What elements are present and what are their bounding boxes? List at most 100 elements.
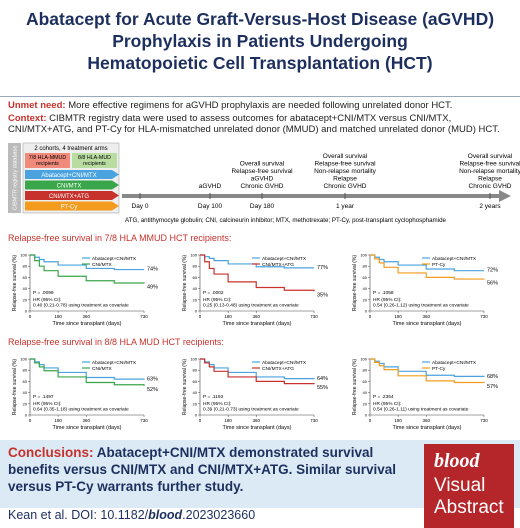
x-tick-label: 360 — [252, 314, 260, 319]
legend-label: CNI/MTX+ATG — [262, 366, 294, 372]
p-value: P = .0099 — [33, 290, 54, 296]
outcome: Overall survival — [468, 153, 513, 160]
y-tick-label: 40 — [193, 286, 198, 291]
y-tick-label: 20 — [23, 297, 28, 302]
y-tick-label: 100 — [20, 253, 27, 258]
y-tick-label: 80 — [363, 264, 368, 269]
legend-label: Abatacept+CNI/MTX — [262, 360, 307, 366]
hazard-ratio: 0.64 (0.35-1.18) using treatment as cova… — [33, 407, 129, 413]
hazard-ratio: HR (95% CI): — [33, 297, 62, 303]
p-value: P = .1058 — [373, 290, 394, 296]
y-tick-label: 0 — [195, 413, 198, 418]
x-tick-label: 730 — [140, 314, 148, 319]
arm-bar — [25, 180, 119, 190]
legend-label: PT-Cy — [432, 262, 446, 268]
divider — [0, 96, 520, 97]
y-tick-label: 40 — [23, 286, 28, 291]
arm-bar — [25, 191, 119, 200]
legend-label: CNI/MTX — [92, 366, 113, 372]
p-value: P = .1193 — [203, 394, 224, 400]
hazard-ratio: 0.25 (0.13-0.48) using treatment as cova… — [203, 303, 299, 309]
outcome: Overall survival — [240, 161, 285, 168]
title-line: Prophylaxis in Patients Undergoing — [112, 31, 408, 51]
x-tick-label: 360 — [252, 418, 260, 423]
line: Abstract — [434, 497, 504, 518]
arm-label: CNI/MTX — [57, 183, 82, 189]
label: Conclusions: — [8, 445, 94, 460]
group-label: recipients — [83, 161, 106, 167]
x-tick-label: 360 — [422, 418, 430, 423]
legend-label: Abatacept+CNI/MTX — [262, 256, 307, 262]
timeline-label: Day 100 — [198, 203, 223, 210]
outcome: Relapse-free survival — [314, 161, 376, 168]
y-axis-label: Relapse-free survival (%) — [352, 359, 358, 415]
x-axis-label: Time since transplant (days) — [53, 321, 122, 327]
km-curve — [30, 254, 145, 284]
hazard-ratio: 0.54 (0.26-1.12) using treatment as cova… — [373, 303, 469, 309]
y-tick-label: 80 — [363, 368, 368, 373]
x-tick-label: 0 — [199, 314, 202, 319]
y-tick-label: 80 — [193, 368, 198, 373]
line: Visual — [434, 475, 486, 496]
y-axis-label: Relapse-free survival (%) — [12, 359, 18, 415]
y-tick-label: 100 — [360, 357, 367, 362]
y-tick-label: 40 — [23, 390, 28, 395]
x-tick-label: 180 — [54, 314, 62, 319]
legend-label: CNI/MTX+ATG — [262, 262, 294, 268]
hazard-ratio: HR (95% CI): — [373, 297, 402, 303]
end-label: 68% — [487, 374, 498, 380]
arrow — [499, 190, 511, 202]
end-label: 74% — [147, 267, 158, 273]
x-tick-label: 180 — [54, 418, 62, 423]
label: Unmet need: — [8, 100, 66, 111]
group-label: 8/8 HLA-MUD — [78, 155, 111, 161]
y-tick-label: 100 — [190, 253, 197, 258]
timeline-label: 2 years — [479, 203, 501, 210]
legend-label: Abatacept+CNI/MTX — [92, 360, 137, 366]
hazard-ratio: HR (95% CI): — [33, 401, 62, 407]
end-label: 63% — [147, 377, 158, 383]
title-line: Hematopoietic Cell Transplantation (HCT) — [87, 53, 433, 73]
title: Abatacept for Acute Graft-Versus-Host Di… — [0, 8, 520, 74]
row-heading: Relapse-free survival in 7/8 HLA MMUD HC… — [8, 233, 231, 243]
y-axis-label: Relapse-free survival (%) — [182, 255, 188, 311]
y-tick-label: 40 — [363, 286, 368, 291]
end-label: 35% — [317, 292, 328, 298]
x-axis-label: Time since transplant (days) — [223, 425, 292, 431]
hazard-ratio: HR (95% CI): — [203, 297, 232, 303]
text: CIBMTR registry data were used to assess… — [8, 113, 500, 135]
y-tick-label: 20 — [193, 297, 198, 302]
y-tick-label: 20 — [23, 401, 28, 406]
x-tick-label: 180 — [394, 418, 402, 423]
graphics: CIBMTR registry database 2 cohorts, 4 tre… — [8, 142, 520, 431]
km-curve — [370, 358, 485, 384]
km-curve — [200, 254, 314, 269]
x-tick-label: 360 — [82, 314, 90, 319]
arm-label: PT-Cy — [61, 204, 78, 210]
journal: blood — [148, 508, 183, 522]
y-tick-label: 20 — [193, 401, 198, 406]
y-tick-label: 80 — [23, 368, 28, 373]
y-tick-label: 60 — [363, 275, 368, 280]
y-tick-label: 100 — [20, 357, 27, 362]
end-label: 77% — [317, 265, 328, 271]
unmet-need: Unmet need: More effective regimens for … — [8, 100, 512, 111]
group-label: recipients — [36, 161, 59, 167]
km-curve — [200, 358, 315, 380]
outcome: aGVHD — [199, 183, 222, 190]
text: .2023023660 — [182, 508, 256, 522]
outcome: Relapse — [333, 176, 357, 183]
km-curve — [30, 358, 145, 380]
hazard-ratio: HR (95% CI): — [203, 401, 232, 407]
x-axis-label: Time since transplant (days) — [393, 321, 462, 327]
brand: blood — [434, 450, 480, 472]
y-tick-label: 40 — [363, 390, 368, 395]
outcome: Non-relapse mortality — [314, 168, 377, 175]
timeline-label: Day 0 — [132, 203, 149, 210]
x-tick-label: 180 — [394, 314, 402, 319]
x-tick-label: 180 — [224, 418, 232, 423]
abbreviations: ATG, antithymocyte globulin; CNI, calcin… — [125, 217, 447, 224]
y-tick-label: 0 — [195, 309, 198, 314]
outcome: Relapse-free survival — [459, 161, 520, 168]
